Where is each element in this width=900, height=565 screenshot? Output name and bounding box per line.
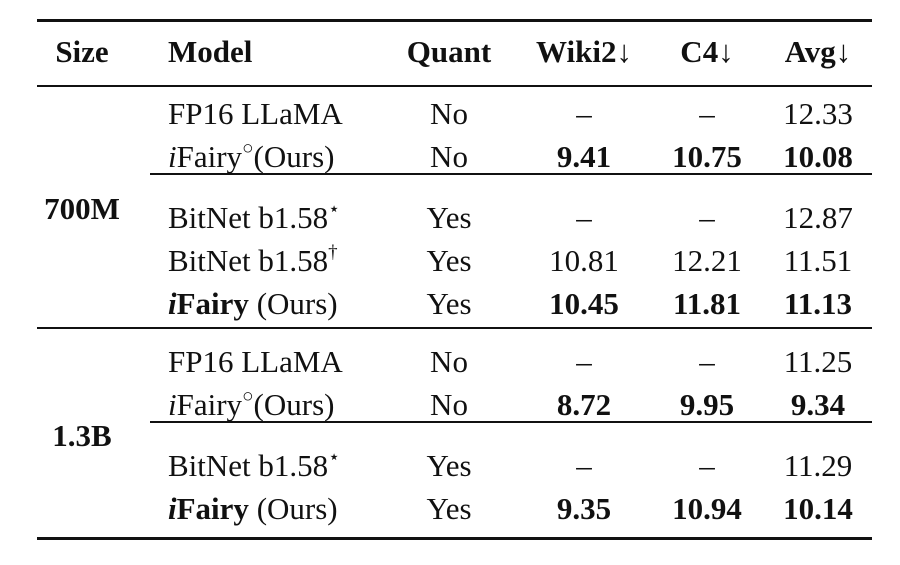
quant-cell: Yes [426, 286, 472, 321]
model-name-part: i [168, 387, 177, 422]
wiki2-cell: – [576, 200, 592, 235]
model-name-part: (Ours) [248, 491, 338, 526]
model-name: iFairy (Ours) [168, 286, 338, 322]
model-name-part: ⋆ [328, 447, 341, 468]
size-cell: 1.3B [52, 417, 112, 453]
group-rule [37, 327, 872, 329]
header-1: Model [168, 34, 253, 69]
header-2: Quant [406, 34, 492, 69]
model-name-part: BitNet b1.58 [168, 243, 329, 278]
avg-cell: 11.25 [783, 344, 853, 379]
wiki2-cell: 8.72 [556, 387, 612, 422]
model-name-part: Fairy [176, 286, 249, 321]
quant-cell: No [430, 139, 468, 174]
header-rule [37, 85, 872, 87]
c4-cell: – [699, 200, 715, 235]
avg-cell: 12.87 [783, 200, 853, 235]
wiki2-cell: 9.35 [556, 491, 612, 526]
model-name-part: BitNet b1.58 [168, 200, 329, 235]
model-name-part: BitNet b1.58 [168, 448, 329, 483]
c4-cell: 9.95 [679, 387, 735, 422]
avg-cell: 11.51 [783, 243, 853, 278]
avg-cell: 11.29 [783, 448, 853, 483]
model-name-part: † [328, 242, 338, 263]
mid-rule [150, 421, 872, 423]
c4-cell: – [699, 96, 715, 131]
model-name: FP16 LLaMA [168, 344, 343, 380]
model-name-part: (Ours) [248, 286, 338, 321]
model-name-part: i [168, 139, 177, 174]
header-4: C4↓ [680, 34, 734, 69]
model-name: BitNet b1.58† [168, 243, 338, 279]
quant-cell: Yes [426, 448, 472, 483]
model-name-part: FP16 LLaMA [168, 344, 343, 379]
mid-rule [150, 173, 872, 175]
c4-cell: 11.81 [672, 286, 742, 321]
model-name-part: i [168, 491, 177, 526]
model-name-part: FP16 LLaMA [168, 96, 343, 131]
model-name-part: Fairy [176, 139, 243, 174]
header-3: Wiki2↓ [536, 34, 632, 69]
avg-cell: 10.08 [783, 139, 853, 174]
header-0: Size [55, 34, 109, 69]
avg-cell: 9.34 [790, 387, 846, 422]
avg-cell: 12.33 [783, 96, 853, 131]
avg-cell: 11.13 [783, 286, 853, 321]
size-cell: 700M [44, 191, 120, 226]
wiki2-cell: 10.45 [549, 286, 619, 321]
model-name-part: i [168, 286, 177, 321]
quant-cell: Yes [426, 243, 472, 278]
model-name-part: ○ [242, 138, 254, 159]
wiki2-cell: 10.81 [549, 243, 619, 278]
model-name-part: (Ours) [253, 387, 335, 422]
quant-cell: Yes [426, 200, 472, 235]
model-name-part: ⋆ [328, 199, 341, 220]
wiki2-cell: – [576, 344, 592, 379]
c4-cell: – [699, 344, 715, 379]
model-name-part: (Ours) [253, 139, 335, 174]
avg-cell: 10.14 [783, 491, 853, 526]
c4-cell: – [699, 448, 715, 483]
quant-cell: Yes [426, 491, 472, 526]
c4-cell: 12.21 [672, 243, 742, 278]
model-name: iFairy○(Ours) [168, 387, 334, 423]
model-name: BitNet b1.58⋆ [168, 200, 340, 236]
wiki2-cell: – [576, 448, 592, 483]
model-name-part: Fairy [176, 387, 243, 422]
model-name-part: Fairy [176, 491, 249, 526]
bottom-rule [37, 537, 872, 540]
model-name-part: ○ [242, 386, 254, 407]
c4-cell: 10.94 [672, 491, 742, 526]
model-name: iFairy (Ours) [168, 491, 338, 527]
model-name: FP16 LLaMA [168, 96, 343, 132]
wiki2-cell: – [576, 96, 592, 131]
model-name: iFairy○(Ours) [168, 139, 334, 175]
quant-cell: No [430, 344, 468, 379]
top-rule [37, 19, 872, 22]
header-5: Avg↓ [784, 34, 852, 69]
quant-cell: No [430, 96, 468, 131]
quant-cell: No [430, 387, 468, 422]
wiki2-cell: 9.41 [556, 139, 612, 174]
c4-cell: 10.75 [672, 139, 742, 174]
model-name: BitNet b1.58⋆ [168, 448, 340, 484]
